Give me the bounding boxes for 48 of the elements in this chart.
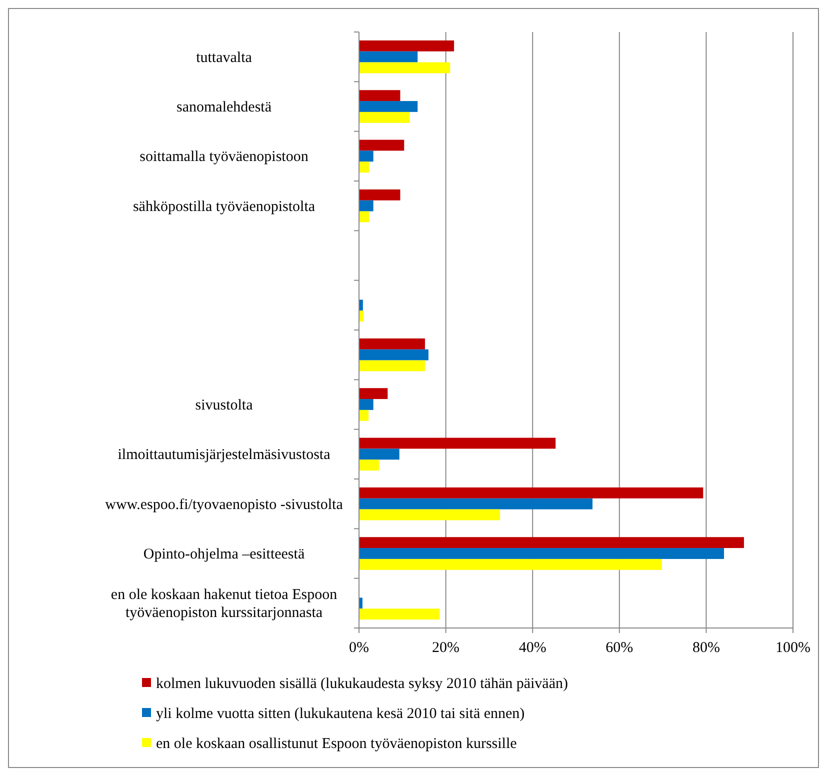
y-tick-label: sähköpostilla työväenopistolta <box>132 198 316 215</box>
bar <box>359 448 400 460</box>
bar <box>359 388 388 400</box>
bar <box>359 410 369 421</box>
x-tick-label: 0% <box>349 640 369 656</box>
bar <box>359 211 369 222</box>
bar <box>359 200 374 212</box>
x-tick-label: 60% <box>606 640 634 656</box>
legend-label: kolmen lukuvuoden sisällä (lukukaudesta syksy 2010 tähän päivään) <box>156 676 568 692</box>
bar <box>359 460 379 471</box>
bar <box>359 162 369 173</box>
bar <box>359 300 363 311</box>
bar <box>359 509 500 520</box>
y-tick-label: soittamalla työväenopistoon <box>140 149 309 166</box>
bar <box>359 537 744 548</box>
y-tick-label: www.espoo.fi/tyovaenopisto -sivustolta <box>105 496 344 513</box>
bar <box>359 498 592 510</box>
legend-label: yli kolme vuotta sitten (lukukautena kesä 2010 tai sitä ennen) <box>156 706 525 722</box>
y-tick-label: en ole koskaan hakenut tietoa Espoon työväenopiston kurssitarjonnasta <box>110 587 338 622</box>
y-tick-label: Opinto-ohjelma –esitteestä <box>143 546 305 562</box>
y-tick-label: ilmoittautumisjärjestelmäsivustosta <box>118 447 331 464</box>
legend-label: en ole koskaan osallistunut Espoon työväenopiston kurssille <box>156 736 518 752</box>
bar <box>359 558 662 570</box>
y-tick-label: tuttavalta <box>196 50 252 66</box>
bar <box>359 150 374 162</box>
y-tick-label: sivustolta <box>195 398 254 414</box>
bar <box>359 40 454 52</box>
x-tick-label: 100% <box>776 640 810 656</box>
x-tick-label: 20% <box>432 640 460 656</box>
bar <box>359 51 418 62</box>
bar <box>359 438 556 449</box>
bar <box>359 349 428 360</box>
x-tick-label: 40% <box>518 640 546 656</box>
bar <box>359 608 440 620</box>
bar <box>359 310 364 322</box>
bar <box>359 140 404 151</box>
x-tick-label: 80% <box>692 640 720 656</box>
y-tick-label: sanomalehdestä <box>176 100 272 116</box>
bar <box>359 90 400 102</box>
bar <box>359 189 400 200</box>
bar <box>359 487 704 498</box>
bar <box>359 360 425 372</box>
bar <box>359 101 418 112</box>
bar <box>359 62 450 74</box>
bar <box>359 338 425 350</box>
bar <box>359 399 374 410</box>
bar <box>359 112 410 123</box>
bar <box>359 548 724 559</box>
